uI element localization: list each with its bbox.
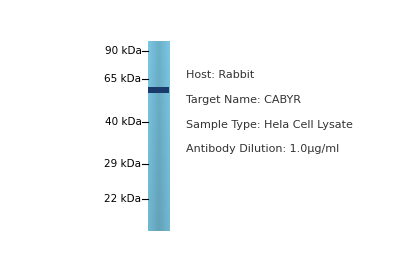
Text: Host: Rabbit: Host: Rabbit xyxy=(186,70,255,80)
Text: Antibody Dilution: 1.0μg/ml: Antibody Dilution: 1.0μg/ml xyxy=(186,144,340,154)
Text: Sample Type: Hela Cell Lysate: Sample Type: Hela Cell Lysate xyxy=(186,120,353,129)
Bar xyxy=(148,87,169,93)
Text: 22 kDa: 22 kDa xyxy=(104,194,142,203)
Text: 40 kDa: 40 kDa xyxy=(104,117,142,128)
Text: 29 kDa: 29 kDa xyxy=(104,159,142,169)
Text: 65 kDa: 65 kDa xyxy=(104,74,142,84)
Text: Target Name: CABYR: Target Name: CABYR xyxy=(186,95,302,105)
Text: 90 kDa: 90 kDa xyxy=(104,46,142,56)
